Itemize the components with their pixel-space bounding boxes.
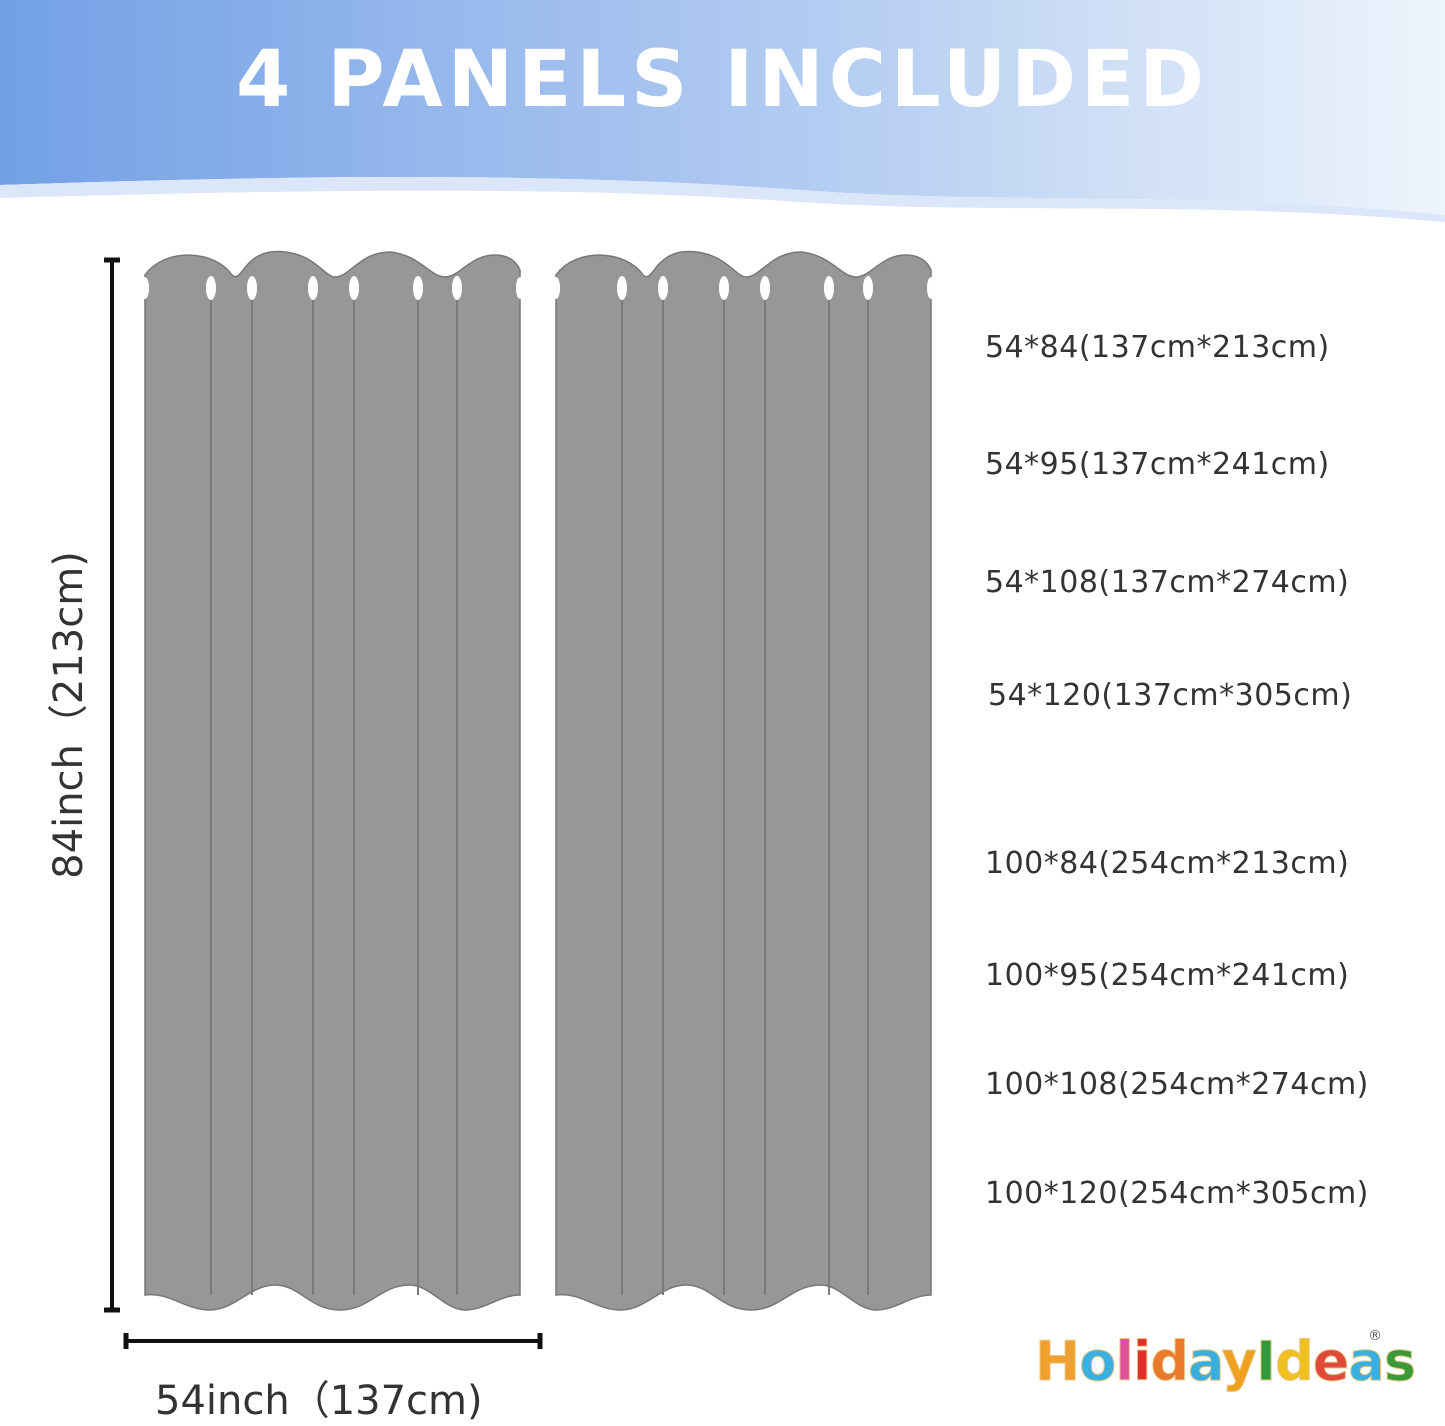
- size-option: 54*95(137cm*241cm): [985, 447, 1330, 482]
- grommet: [760, 276, 770, 300]
- logo-letter: a: [1188, 1330, 1224, 1394]
- grommet: [247, 276, 257, 300]
- size-option: 54*84(137cm*213cm): [985, 330, 1330, 365]
- logo-letter: l: [1115, 1330, 1134, 1394]
- grommet: [719, 276, 729, 300]
- size-option: 54*120(137cm*305cm): [988, 678, 1353, 713]
- logo-letter: I: [1255, 1330, 1276, 1394]
- registered-mark: ®: [1368, 1328, 1382, 1344]
- grommet: [927, 277, 935, 299]
- size-option: 54*108(137cm*274cm): [985, 565, 1350, 600]
- logo-letter: H: [1034, 1330, 1080, 1394]
- grommet: [413, 276, 423, 300]
- header-banner: [0, 0, 1445, 222]
- curtain-panel: [555, 250, 932, 1311]
- height-dimension-label: 84inch（213cm): [46, 551, 92, 879]
- grommet: [658, 276, 668, 300]
- size-option: 100*84(254cm*213cm): [985, 846, 1350, 881]
- brand-logo: HolidayIdeas: [1034, 1330, 1416, 1394]
- logo-letter: i: [1132, 1330, 1151, 1394]
- logo-letter: y: [1221, 1330, 1257, 1394]
- logo-letter: e: [1312, 1330, 1350, 1394]
- logo-letter: s: [1383, 1330, 1416, 1394]
- grommet: [452, 276, 462, 300]
- grommet: [824, 276, 834, 300]
- grommet: [349, 276, 359, 300]
- logo-letter: a: [1348, 1330, 1385, 1394]
- grommet: [552, 277, 560, 299]
- width-dimension-label: 54inch（137cm): [155, 1378, 483, 1424]
- logo-letter: o: [1079, 1330, 1117, 1394]
- grommet: [617, 276, 627, 300]
- logo-letter: d: [1150, 1330, 1190, 1394]
- grommet: [206, 276, 216, 300]
- size-option: 100*108(254cm*274cm): [985, 1067, 1369, 1102]
- grommet: [516, 277, 524, 299]
- page-title: 4 PANELS INCLUDED: [236, 35, 1209, 125]
- grommet: [141, 277, 149, 299]
- size-option: 100*120(254cm*305cm): [985, 1176, 1369, 1211]
- logo-letter: d: [1275, 1330, 1315, 1394]
- size-option: 100*95(254cm*241cm): [985, 958, 1350, 993]
- grommet: [308, 276, 318, 300]
- curtain-panel: [144, 250, 521, 1311]
- grommet: [863, 276, 873, 300]
